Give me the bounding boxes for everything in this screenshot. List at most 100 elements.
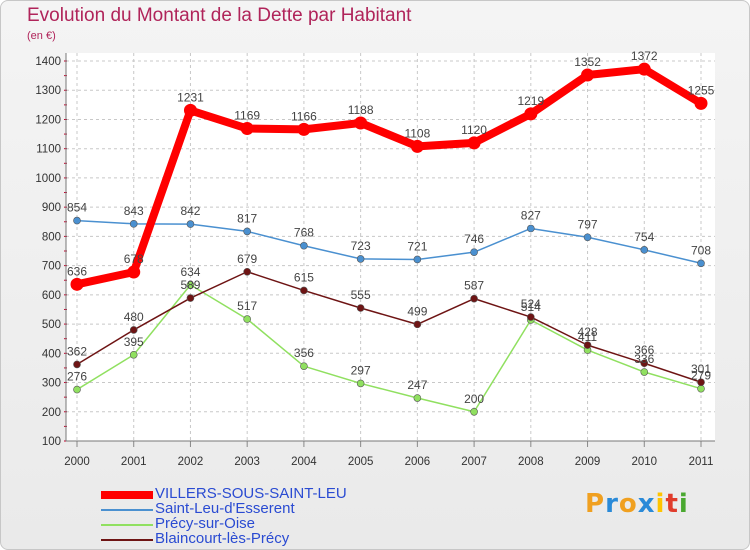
legend-label: Précy-sur-Oise bbox=[155, 515, 256, 532]
data-point-villers-sous-saint-leu bbox=[467, 136, 481, 150]
y-tick-label: 600 bbox=[42, 290, 61, 302]
data-label-villers-sous-saint-leu: 1169 bbox=[234, 109, 260, 123]
data-label-blaincourt-l-s-pr-cy: 366 bbox=[634, 343, 654, 357]
data-label-pr-cy-sur-oise: 411 bbox=[578, 330, 597, 344]
data-point-saint-leu-d-esserent bbox=[583, 233, 592, 242]
y-tick-label: 400 bbox=[42, 348, 61, 360]
data-point-saint-leu-d-esserent bbox=[470, 248, 478, 256]
data-point-villers-sous-saint-leu bbox=[70, 277, 84, 291]
y-tick-label: 700 bbox=[42, 261, 61, 273]
data-label-saint-leu-d-esserent: 754 bbox=[634, 230, 654, 244]
data-point-pr-cy-sur-oise bbox=[300, 362, 308, 370]
data-label-blaincourt-l-s-pr-cy: 480 bbox=[124, 310, 144, 324]
x-tick-label: 2008 bbox=[518, 456, 544, 468]
data-point-blaincourt-l-s-pr-cy bbox=[243, 267, 251, 276]
chart-title: Evolution du Montant de la Dette par Hab… bbox=[27, 5, 412, 26]
data-point-saint-leu-d-esserent bbox=[527, 224, 535, 233]
data-point-villers-sous-saint-leu bbox=[410, 139, 424, 153]
legend-swatch bbox=[101, 539, 153, 541]
data-label-villers-sous-saint-leu: 1219 bbox=[517, 94, 544, 108]
y-tick-label: 1100 bbox=[36, 144, 61, 156]
data-label-saint-leu-d-esserent: 797 bbox=[578, 217, 598, 231]
logo-letter: x bbox=[637, 489, 656, 519]
data-point-villers-sous-saint-leu bbox=[694, 96, 708, 110]
data-label-pr-cy-sur-oise: 634 bbox=[180, 265, 200, 279]
series-line-blaincourt-l-s-pr-cy bbox=[76, 271, 702, 383]
data-label-blaincourt-l-s-pr-cy: 679 bbox=[237, 252, 257, 266]
data-point-pr-cy-sur-oise bbox=[186, 281, 195, 289]
data-label-saint-leu-d-esserent: 746 bbox=[464, 232, 484, 246]
x-tick-label: 2007 bbox=[461, 456, 487, 468]
proxiti-logo: Proxiti bbox=[585, 489, 689, 519]
chart-subtitle: (en €) bbox=[27, 30, 56, 42]
data-label-pr-cy-sur-oise: 517 bbox=[237, 299, 257, 313]
data-point-villers-sous-saint-leu bbox=[581, 68, 595, 82]
data-label-blaincourt-l-s-pr-cy: 589 bbox=[180, 278, 200, 292]
data-point-blaincourt-l-s-pr-cy bbox=[356, 304, 365, 312]
data-label-pr-cy-sur-oise: 336 bbox=[634, 352, 654, 366]
data-label-pr-cy-sur-oise: 297 bbox=[351, 363, 371, 377]
x-tick-label: 2000 bbox=[64, 456, 90, 468]
data-point-pr-cy-sur-oise bbox=[356, 379, 365, 388]
data-label-saint-leu-d-esserent: 843 bbox=[124, 204, 144, 218]
data-label-blaincourt-l-s-pr-cy: 362 bbox=[67, 344, 87, 358]
logo-letter: r bbox=[605, 489, 619, 519]
data-label-saint-leu-d-esserent: 842 bbox=[180, 204, 200, 218]
data-label-blaincourt-l-s-pr-cy: 555 bbox=[351, 288, 371, 302]
y-tick-label: 1000 bbox=[35, 173, 61, 185]
series-line-villers-sous-saint-leu bbox=[73, 65, 705, 289]
data-point-blaincourt-l-s-pr-cy bbox=[697, 378, 705, 387]
series-line-pr-cy-sur-oise bbox=[76, 284, 702, 413]
data-point-pr-cy-sur-oise bbox=[243, 315, 251, 323]
y-tick-label: 100 bbox=[42, 436, 61, 448]
data-label-pr-cy-sur-oise: 279 bbox=[691, 369, 711, 383]
data-point-pr-cy-sur-oise bbox=[697, 384, 705, 393]
data-label-blaincourt-l-s-pr-cy: 499 bbox=[407, 304, 427, 318]
legend-label: VILLERS-SOUS-SAINT-LEU bbox=[155, 485, 347, 502]
data-label-pr-cy-sur-oise: 395 bbox=[124, 335, 144, 349]
y-tick-label: 500 bbox=[42, 319, 61, 331]
data-point-saint-leu-d-esserent bbox=[73, 216, 81, 225]
data-label-pr-cy-sur-oise: 200 bbox=[464, 392, 484, 406]
x-tick-label: 2009 bbox=[575, 456, 601, 468]
y-tick-label: 200 bbox=[42, 407, 61, 419]
data-label-villers-sous-saint-leu: 1188 bbox=[348, 103, 374, 117]
data-label-villers-sous-saint-leu: 678 bbox=[124, 252, 144, 266]
x-tick-label: 2001 bbox=[121, 456, 147, 468]
data-point-villers-sous-saint-leu bbox=[524, 107, 538, 121]
data-point-blaincourt-l-s-pr-cy bbox=[186, 294, 195, 302]
x-tick-label: 2002 bbox=[178, 456, 204, 468]
x-tick-label: 2010 bbox=[631, 456, 657, 468]
y-tick-label: 800 bbox=[42, 231, 61, 243]
data-point-saint-leu-d-esserent bbox=[413, 255, 422, 264]
data-point-saint-leu-d-esserent bbox=[300, 241, 308, 250]
data-point-pr-cy-sur-oise bbox=[413, 394, 422, 402]
data-point-saint-leu-d-esserent bbox=[640, 246, 649, 254]
logo-letter: i bbox=[655, 489, 666, 519]
data-label-villers-sous-saint-leu: 1231 bbox=[177, 90, 204, 104]
data-label-saint-leu-d-esserent: 721 bbox=[407, 239, 427, 253]
data-point-villers-sous-saint-leu bbox=[637, 62, 651, 76]
x-tick-label: 2003 bbox=[234, 456, 260, 468]
data-point-blaincourt-l-s-pr-cy bbox=[640, 359, 649, 368]
data-label-villers-sous-saint-leu: 1108 bbox=[404, 126, 430, 140]
data-point-blaincourt-l-s-pr-cy bbox=[73, 360, 81, 369]
data-point-blaincourt-l-s-pr-cy bbox=[413, 320, 422, 329]
data-label-villers-sous-saint-leu: 1166 bbox=[291, 109, 317, 123]
data-label-pr-cy-sur-oise: 514 bbox=[521, 300, 541, 314]
logo-letter: o bbox=[618, 489, 638, 519]
data-point-villers-sous-saint-leu bbox=[127, 265, 141, 279]
y-tick-label: 900 bbox=[42, 202, 61, 214]
data-point-villers-sous-saint-leu bbox=[297, 122, 311, 136]
y-tick-label: 1300 bbox=[35, 85, 61, 97]
data-point-pr-cy-sur-oise bbox=[129, 350, 138, 359]
data-point-saint-leu-d-esserent bbox=[697, 259, 705, 268]
data-label-saint-leu-d-esserent: 827 bbox=[521, 208, 541, 222]
y-tick-label: 300 bbox=[42, 378, 61, 390]
plot-area bbox=[66, 53, 715, 441]
data-point-villers-sous-saint-leu bbox=[240, 122, 254, 136]
data-point-blaincourt-l-s-pr-cy bbox=[583, 341, 592, 349]
data-label-pr-cy-sur-oise: 247 bbox=[407, 378, 427, 392]
